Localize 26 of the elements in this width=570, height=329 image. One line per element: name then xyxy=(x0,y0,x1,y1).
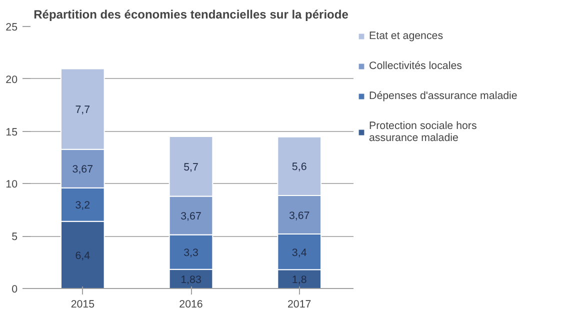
legend-label: Collectivités locales xyxy=(369,60,462,72)
data-label: 6,4 xyxy=(75,250,90,262)
data-label: 5,7 xyxy=(184,161,198,174)
x-tick-label: 2016 xyxy=(179,298,203,310)
x-tick-label: 2017 xyxy=(287,298,312,310)
data-label: 7,7 xyxy=(75,104,90,116)
data-label: 5,6 xyxy=(292,161,307,174)
data-label: 3,67 xyxy=(288,210,310,222)
y-tick-label: 10 xyxy=(6,178,18,191)
y-tick-label: 20 xyxy=(6,74,18,86)
y-tick-label: 25 xyxy=(6,22,18,34)
legend-label: Dépenses d'assurance maladie xyxy=(369,90,518,102)
legend-label: Etat et agences xyxy=(369,30,444,42)
data-label: 3,4 xyxy=(292,246,307,259)
chart-title: Répartition des économies tendancielles sur la période xyxy=(34,8,349,22)
y-tick-label: 5 xyxy=(12,231,18,244)
data-label: 3,67 xyxy=(180,210,202,223)
legend-label: Protection sociale hors assurance maladie xyxy=(369,120,477,144)
data-label: 3,67 xyxy=(72,164,94,176)
data-label: 3,2 xyxy=(75,200,90,212)
data-label: 3,3 xyxy=(184,247,198,260)
y-tick-label: 0 xyxy=(12,284,18,296)
y-tick-label: 15 xyxy=(6,126,18,138)
data-label: 1,8 xyxy=(292,274,307,286)
x-tick-label: 2015 xyxy=(70,298,95,310)
data-label: 1,83 xyxy=(180,274,202,286)
